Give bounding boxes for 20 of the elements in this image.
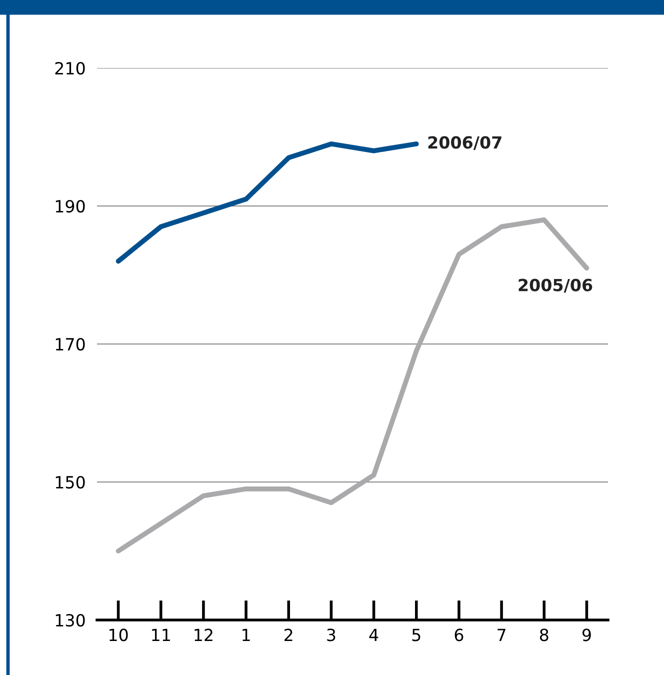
y-tick-label: 210 bbox=[55, 62, 85, 75]
y-tick-label: 190 bbox=[56, 200, 85, 213]
x-tick-label: 10 bbox=[110, 628, 128, 642]
y-tick-label: 130 bbox=[56, 614, 85, 627]
x-tick-label: 6 bbox=[454, 628, 464, 642]
line-series bbox=[116, 141, 419, 264]
x-tick-label: 5 bbox=[412, 628, 420, 642]
series-label: 2005/06 bbox=[518, 278, 592, 293]
x-tick-label: 11 bbox=[152, 628, 170, 641]
x-tick-label: 7 bbox=[498, 628, 506, 641]
x-tick-label: 9 bbox=[582, 628, 591, 642]
y-tick-label: 150 bbox=[56, 476, 85, 489]
x-tick-label: 4 bbox=[369, 628, 378, 641]
x-tick-label: 8 bbox=[540, 628, 548, 642]
x-tick-label: 1 bbox=[242, 628, 250, 641]
x-tick-label: 2 bbox=[284, 628, 292, 641]
x-tick-label: 3 bbox=[327, 628, 336, 642]
y-tick-label: 170 bbox=[56, 338, 85, 351]
x-tick-label: 12 bbox=[194, 628, 212, 641]
series-label: 2006/07 bbox=[428, 136, 502, 150]
